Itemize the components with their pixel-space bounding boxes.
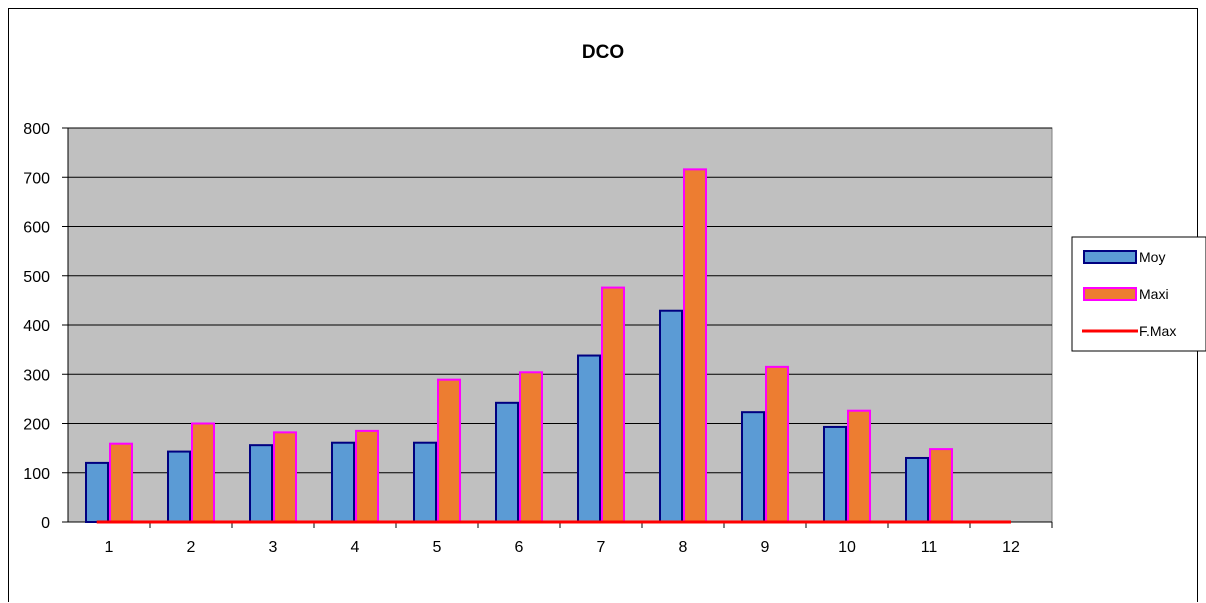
bar-moy bbox=[905, 456, 929, 524]
y-tick-label: 700 bbox=[23, 170, 50, 187]
y-tick-label: 300 bbox=[23, 367, 50, 384]
bar-moy bbox=[249, 444, 273, 524]
bar-maxi bbox=[929, 448, 953, 523]
x-tick-label: 8 bbox=[679, 539, 688, 556]
bar-maxi bbox=[765, 365, 789, 523]
bar-moy bbox=[659, 309, 683, 523]
bar-maxi bbox=[601, 286, 625, 523]
x-tick-label: 2 bbox=[187, 539, 196, 556]
bar-maxi bbox=[355, 429, 379, 524]
y-tick-label: 600 bbox=[23, 220, 50, 237]
bar-moy bbox=[331, 441, 355, 523]
x-tick-label: 11 bbox=[921, 539, 938, 556]
bar-maxi bbox=[519, 371, 543, 523]
bar-maxi bbox=[273, 431, 297, 523]
bar-maxi bbox=[191, 422, 215, 523]
bar-moy bbox=[495, 401, 519, 523]
bar-moy bbox=[85, 461, 109, 523]
legend-swatch-maxi bbox=[1083, 287, 1137, 301]
bar-maxi bbox=[437, 378, 461, 524]
bar-maxi bbox=[109, 442, 133, 524]
bar-moy bbox=[823, 425, 847, 524]
bar-maxi bbox=[683, 168, 707, 523]
legend-label: Maxi bbox=[1139, 286, 1169, 302]
x-tick-label: 3 bbox=[269, 539, 278, 556]
bar-moy bbox=[741, 411, 765, 523]
legend-label: F.Max bbox=[1139, 323, 1176, 339]
x-tick-label: 10 bbox=[838, 539, 856, 556]
legend-swatch-moy bbox=[1083, 250, 1137, 264]
y-tick-label: 400 bbox=[23, 318, 50, 335]
bar-moy bbox=[413, 441, 437, 523]
x-tick-label: 9 bbox=[761, 539, 770, 556]
bar-moy bbox=[577, 354, 601, 523]
legend-label: Moy bbox=[1139, 249, 1165, 265]
chart-title: DCO bbox=[582, 42, 624, 63]
bar-moy bbox=[167, 450, 191, 524]
y-tick-label: 0 bbox=[41, 515, 50, 532]
y-tick-label: 100 bbox=[23, 466, 50, 483]
x-tick-label: 12 bbox=[1002, 539, 1020, 556]
y-tick-label: 500 bbox=[23, 269, 50, 286]
y-tick-label: 200 bbox=[23, 417, 50, 434]
x-tick-label: 5 bbox=[433, 539, 442, 556]
y-tick-label: 800 bbox=[23, 121, 50, 138]
x-tick-label: 4 bbox=[351, 539, 360, 556]
x-tick-label: 7 bbox=[597, 539, 606, 556]
x-tick-label: 1 bbox=[105, 539, 114, 556]
x-tick-label: 6 bbox=[515, 539, 524, 556]
bar-maxi bbox=[847, 409, 871, 524]
